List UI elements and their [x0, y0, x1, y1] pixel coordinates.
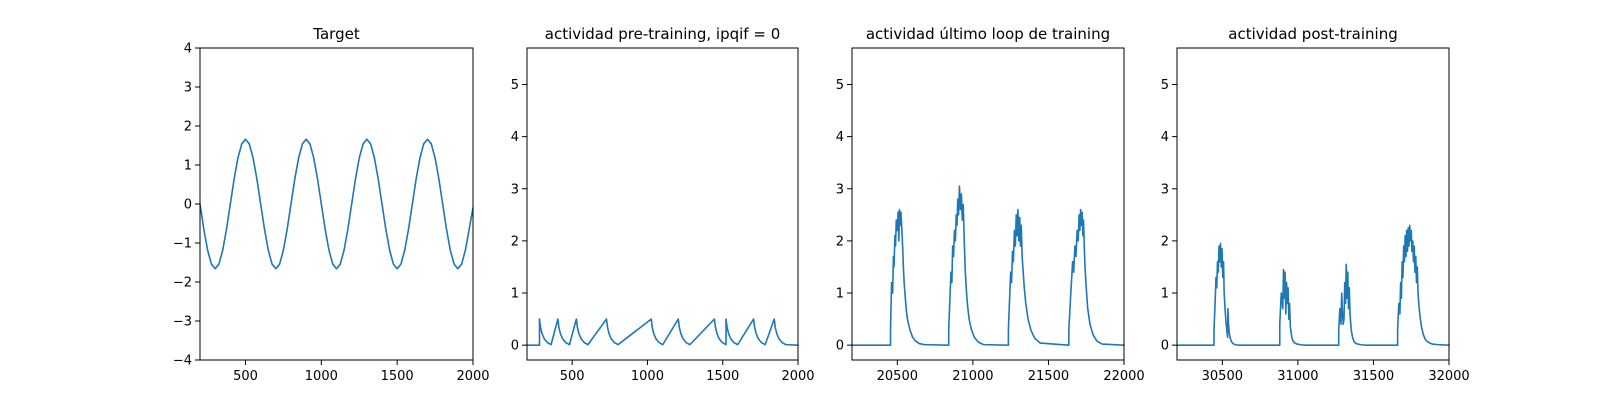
x-tick-label: 20500 — [877, 369, 918, 384]
x-tick-label: 1000 — [305, 369, 338, 384]
x-tick-label: 30500 — [1202, 369, 1243, 384]
series-line-3-1 — [851, 185, 1125, 346]
x-tick-label: 21500 — [1028, 369, 1069, 384]
chart-title-actividad-ultimo-loop-de-training: actividad último loop de training — [866, 25, 1110, 43]
y-tick-label: 1 — [1161, 287, 1169, 302]
y-tick-label: −3 — [173, 315, 192, 330]
y-tick-label: 1 — [511, 287, 519, 302]
y-tick-label: 5 — [1161, 78, 1169, 93]
y-tick-label: 2 — [511, 234, 519, 249]
y-tick-label: 0 — [836, 339, 844, 354]
y-tick-label: 2 — [1161, 234, 1169, 249]
x-tick-label: 1500 — [381, 369, 414, 384]
y-tick-label: 4 — [184, 42, 192, 57]
y-tick-label: 4 — [1161, 130, 1169, 145]
panel-1: 500 1000 1500 2000 −4 −3 −2 −1 0 1 2 3 4 Target — [173, 25, 490, 384]
x-tick-label: 1500 — [706, 369, 739, 384]
x-tick-label: 22000 — [1103, 369, 1144, 384]
y-tick-label: −1 — [173, 237, 192, 252]
series-line-2-1 — [526, 318, 799, 346]
y-tick-label: 2 — [836, 234, 844, 249]
y-tick-label: 0 — [1161, 339, 1169, 354]
y-tick-label: −4 — [173, 354, 192, 369]
y-tick-label: 2 — [184, 120, 192, 135]
y-tick-label: 0 — [184, 198, 192, 213]
y-tick-label: −2 — [173, 276, 192, 291]
x-tick-label: 32000 — [1428, 369, 1469, 384]
y-tick-label: 3 — [511, 182, 519, 197]
y-tick-label: 0 — [511, 339, 519, 354]
y-tick-label: 1 — [184, 159, 192, 174]
x-tick-label: 1000 — [631, 369, 664, 384]
x-tick-label: 2000 — [781, 369, 814, 384]
chart-title-actividad-post-training: actividad post-training — [1228, 25, 1397, 43]
panel-3: 20500 21000 21500 22000 0 1 2 3 4 5 actividad últi… — [836, 25, 1145, 384]
axes-frame — [851, 47, 1125, 361]
chart-title-actividad-pre-training-ipqif-0: actividad pre-training, ipqif = 0 — [545, 25, 781, 43]
axes-frame — [526, 47, 799, 361]
y-tick-label: 3 — [1161, 182, 1169, 197]
x-tick-label: 31000 — [1277, 369, 1318, 384]
series-line-4-1 — [1176, 224, 1450, 346]
panel-2: 500 1000 1500 2000 0 1 2 3 4 5 actividad pre-train… — [511, 25, 815, 384]
y-tick-label: 5 — [511, 78, 519, 93]
panel-4: 30500 31000 31500 32000 0 1 2 3 4 5 actividad post… — [1161, 25, 1470, 384]
y-tick-label: 3 — [836, 182, 844, 197]
x-tick-label: 500 — [560, 369, 585, 384]
x-tick-label: 500 — [233, 369, 258, 384]
y-tick-label: 5 — [836, 78, 844, 93]
series-line-1-1 — [199, 138, 474, 270]
y-tick-label: 1 — [836, 287, 844, 302]
x-tick-label: 21000 — [952, 369, 993, 384]
x-tick-label: 2000 — [456, 369, 489, 384]
axes-frame — [1176, 47, 1450, 361]
y-tick-label: 4 — [836, 130, 844, 145]
y-tick-label: 3 — [184, 81, 192, 96]
x-tick-label: 31500 — [1353, 369, 1394, 384]
y-tick-label: 4 — [511, 130, 519, 145]
chart-title-target: Target — [312, 25, 360, 43]
